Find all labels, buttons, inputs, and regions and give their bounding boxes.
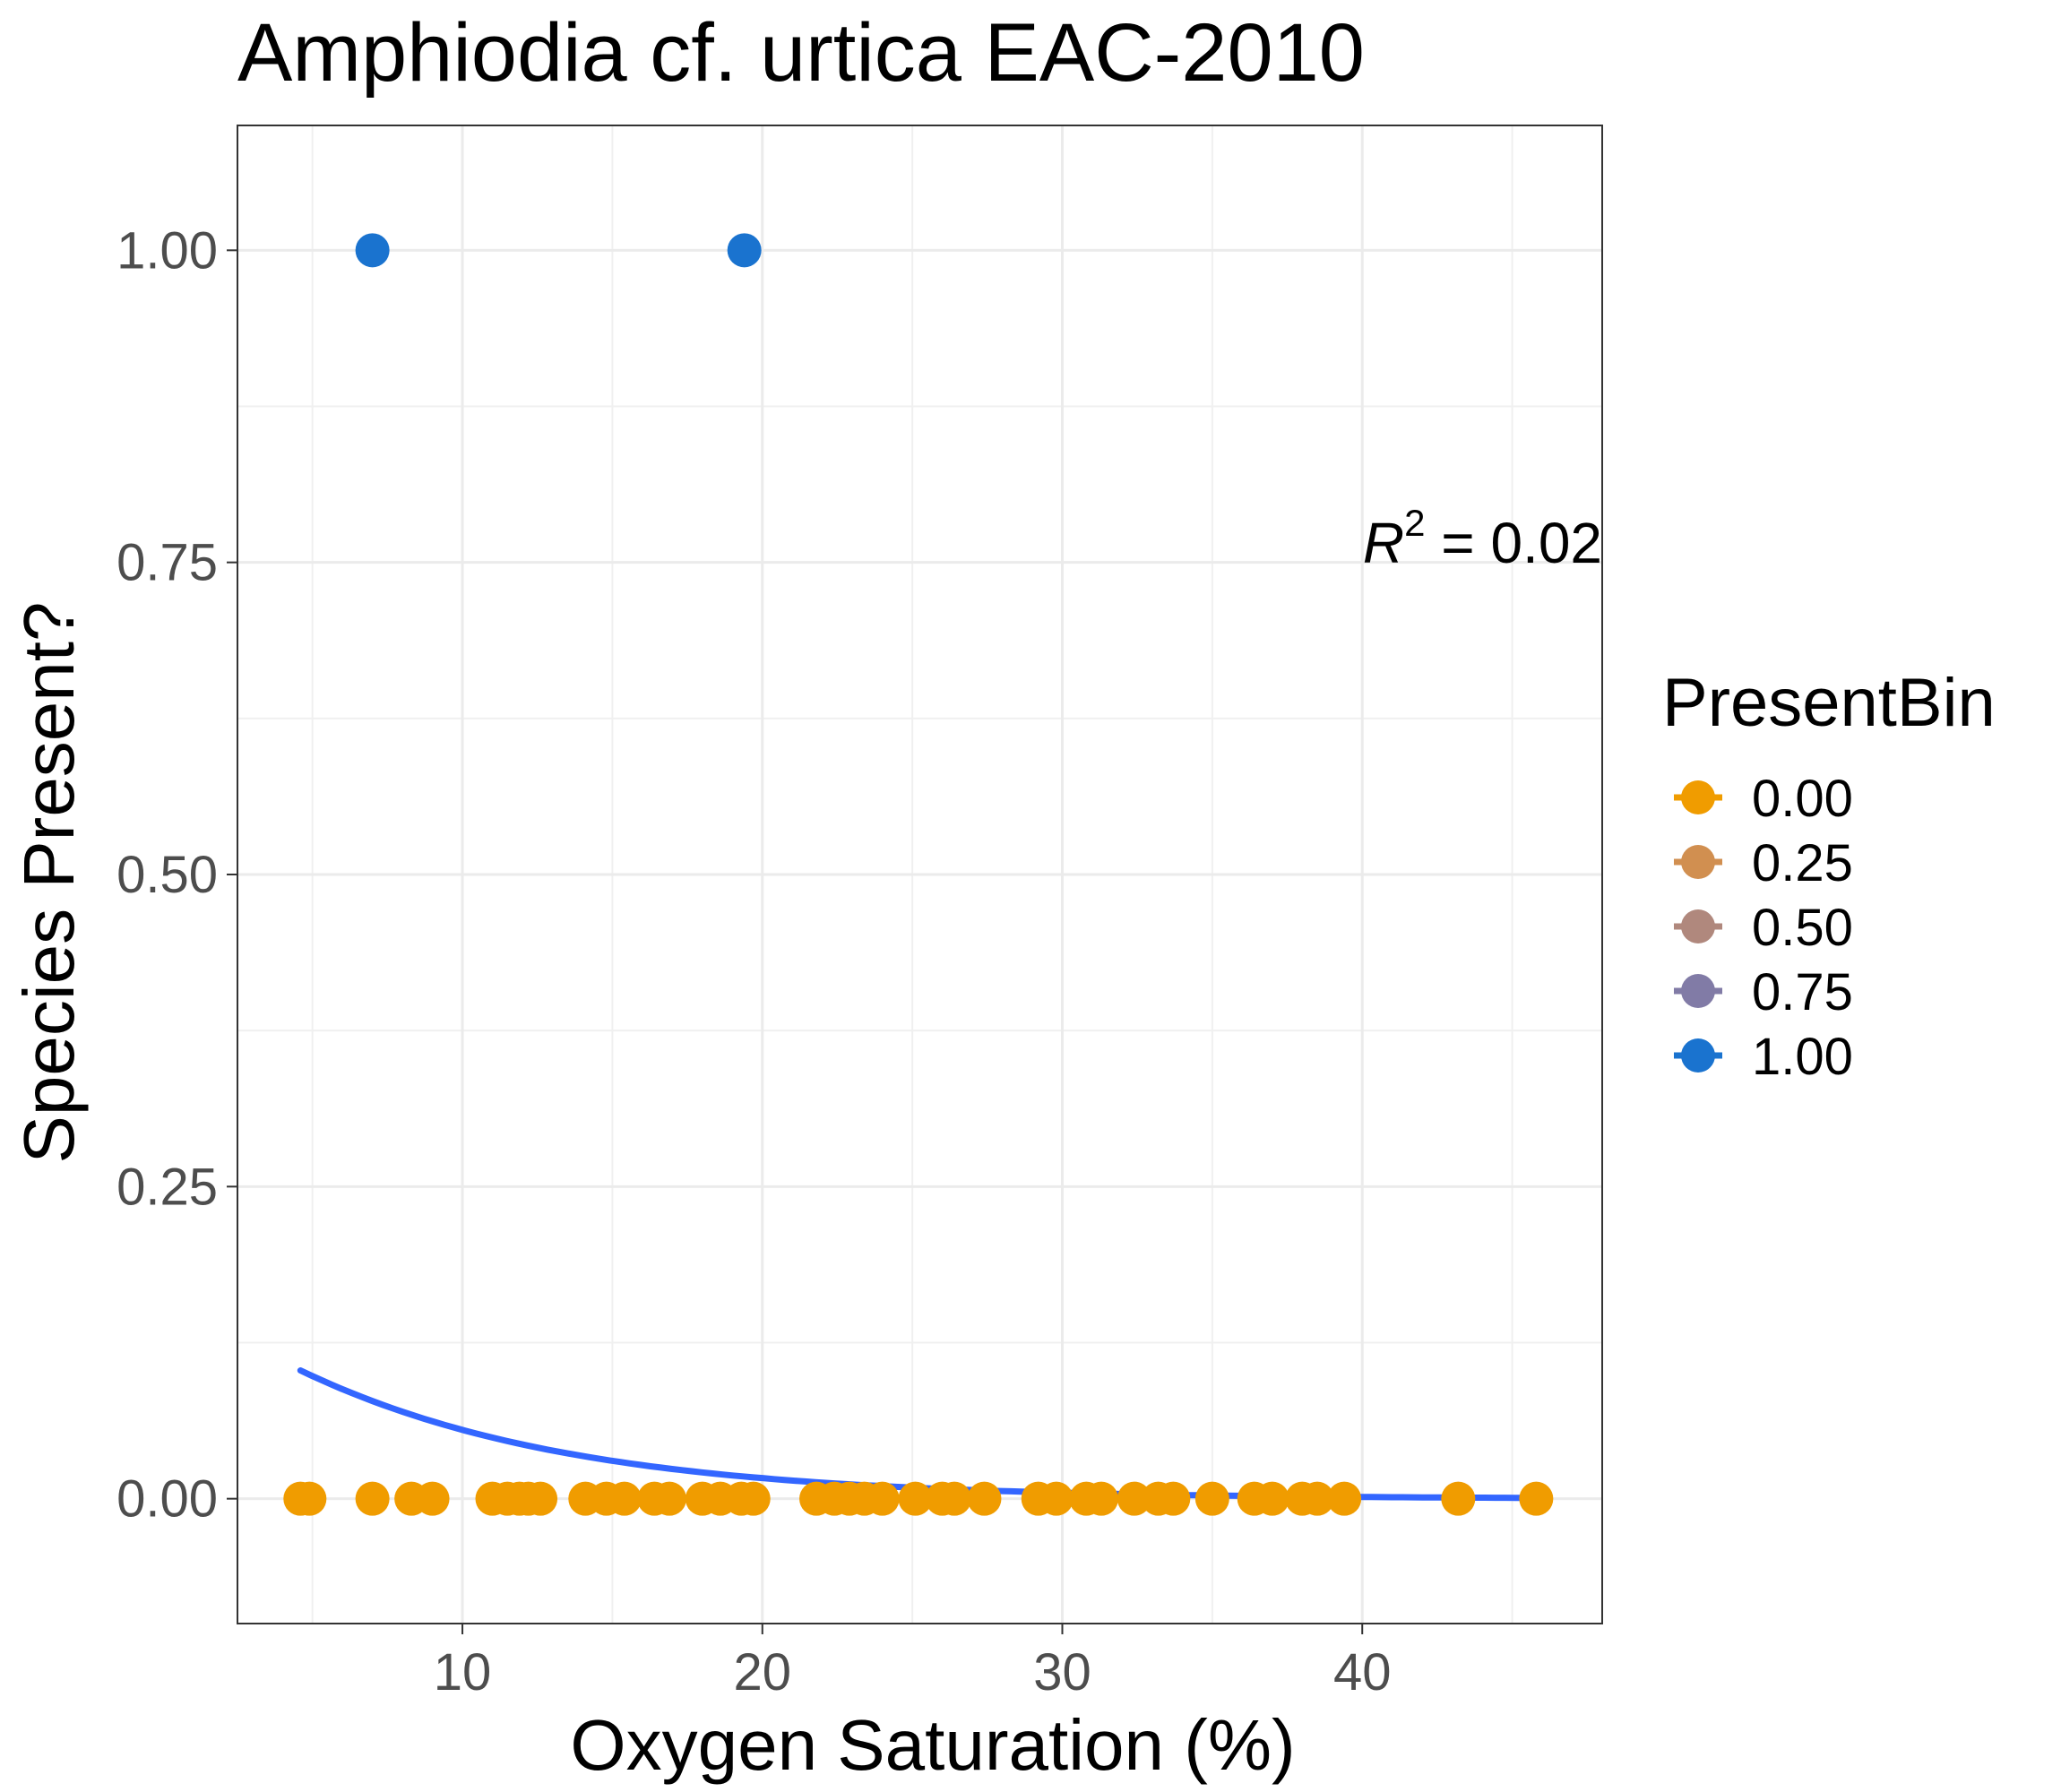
legend-key-point (1681, 780, 1715, 814)
data-point (865, 1481, 900, 1516)
x-tick-label: 20 (734, 1643, 792, 1702)
data-point (1300, 1481, 1335, 1516)
data-point (292, 1481, 327, 1516)
legend-items: 0.00 0.25 0.50 0.75 1.00 (1674, 770, 1853, 1086)
data-point (652, 1481, 687, 1516)
data-point (1327, 1481, 1362, 1516)
data-point (1441, 1481, 1476, 1516)
data-point (355, 233, 390, 268)
chart-title: Amphiodia cf. urtica EAC-2010 (237, 7, 1365, 99)
legend: PresentBin 0.00 0.25 0.50 0.75 1.00 (1662, 665, 1996, 1086)
y-tick-label: 0.75 (116, 534, 218, 592)
y-tick-label: 1.00 (116, 221, 218, 280)
legend-key-point (1681, 974, 1715, 1008)
legend-item-label: 0.00 (1752, 770, 1853, 828)
legend-key-point (1681, 845, 1715, 879)
r-symbol: R (1363, 511, 1404, 575)
data-point (1194, 1481, 1229, 1516)
x-tick-label: 30 (1033, 1643, 1091, 1702)
r-value: = 0.02 (1426, 511, 1603, 575)
r-exponent: 2 (1404, 502, 1425, 544)
data-point (727, 233, 762, 268)
x-tick-label: 40 (1333, 1643, 1392, 1702)
data-point (1084, 1481, 1119, 1516)
data-point (1255, 1481, 1289, 1516)
legend-key-point (1681, 1038, 1715, 1073)
y-tick-label: 0.50 (116, 846, 218, 904)
r-squared-annotation: R2 = 0.02 (1363, 502, 1602, 575)
data-point (523, 1481, 558, 1516)
data-point (607, 1481, 642, 1516)
legend-item-label: 1.00 (1752, 1028, 1853, 1086)
data-point (898, 1481, 933, 1516)
data-points (283, 233, 1554, 1516)
data-point (355, 1481, 390, 1516)
legend-item-label: 0.50 (1752, 899, 1853, 957)
x-tick-label: 10 (434, 1643, 492, 1702)
axis-ticks: 10 20 30 40 0.00 0.25 0.50 0.75 1.00 (116, 221, 1391, 1702)
y-tick-label: 0.00 (116, 1470, 218, 1529)
data-point (967, 1481, 1002, 1516)
y-axis-title: Species Present? (9, 601, 89, 1163)
data-point (1039, 1481, 1074, 1516)
x-axis-title: Oxygen Saturation (%) (570, 1705, 1295, 1785)
data-point (736, 1481, 771, 1516)
y-tick-label: 0.25 (116, 1158, 218, 1216)
data-point (936, 1481, 971, 1516)
legend-key-point (1681, 909, 1715, 943)
data-point (1519, 1481, 1554, 1516)
data-point (1117, 1481, 1151, 1516)
legend-title: PresentBin (1662, 665, 1996, 741)
data-point (1156, 1481, 1191, 1516)
legend-item-label: 0.75 (1752, 963, 1853, 1021)
legend-item-label: 0.25 (1752, 834, 1853, 892)
data-point (415, 1481, 450, 1516)
